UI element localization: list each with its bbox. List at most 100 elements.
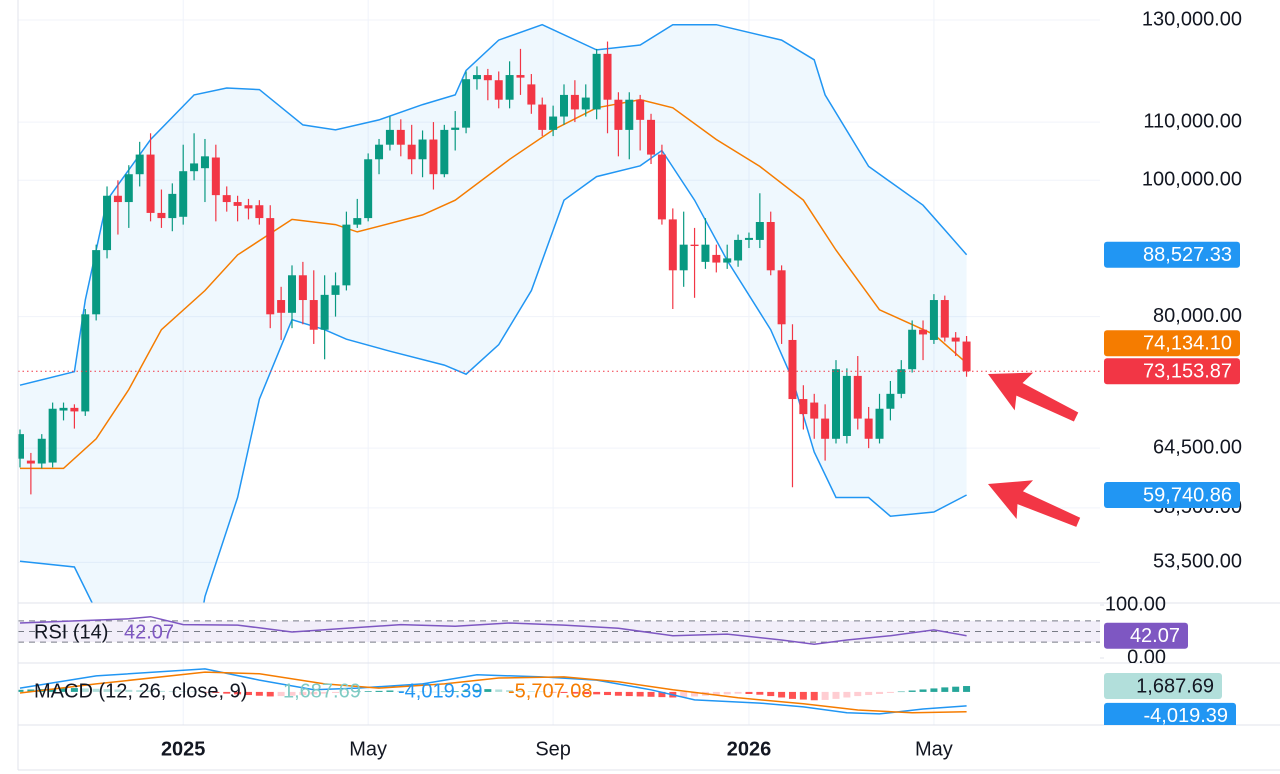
histogram-bar — [647, 691, 655, 697]
candle-body — [472, 75, 481, 80]
histogram-bar — [821, 691, 829, 700]
candle-body — [288, 275, 296, 313]
candle-body — [298, 275, 307, 301]
candle-body — [440, 129, 449, 175]
histogram-bar — [408, 691, 416, 692]
histogram-bar — [49, 688, 57, 692]
histogram-bar — [277, 691, 285, 697]
y-tick-label: 53,500.00 — [1153, 551, 1242, 573]
histogram-bar — [712, 691, 720, 696]
y-tick-label: 100,000.00 — [1142, 169, 1242, 191]
candle-body — [190, 163, 199, 172]
price-axis: 130,000.00 110,000.00 100,000.00 80,000.00 6… — [1104, 8, 1242, 573]
candle-body — [864, 418, 873, 439]
histogram-bar — [495, 689, 503, 692]
candle-body — [832, 369, 840, 439]
candle-body — [505, 75, 514, 100]
candle-body — [592, 53, 601, 110]
price-badge-label: 73,153.87 — [1143, 361, 1232, 383]
candle-body — [940, 300, 949, 338]
candle-body — [701, 244, 710, 262]
histogram-bar — [560, 691, 568, 693]
histogram-bar — [321, 691, 329, 694]
candle-body — [244, 205, 253, 209]
annotation-arrow — [988, 372, 1079, 422]
histogram-bar — [125, 689, 133, 692]
histogram-bar — [876, 691, 884, 694]
price-badge-label: 59,740.86 — [1143, 484, 1232, 506]
candle-body — [48, 408, 57, 463]
band-fill — [20, 24, 967, 603]
price-badge-label: 1,687.69 — [1136, 675, 1214, 697]
histogram-bar — [625, 691, 633, 697]
histogram-bar — [952, 686, 960, 692]
price-badge — [1104, 241, 1240, 268]
candle-body — [668, 219, 677, 271]
histogram-bar — [375, 690, 383, 692]
candle-body — [962, 341, 971, 372]
candle-body — [320, 294, 329, 330]
histogram-bar — [788, 691, 796, 699]
candle-body — [494, 80, 503, 100]
histogram-bar — [963, 686, 971, 692]
candle-body — [712, 254, 721, 263]
candle-body — [429, 139, 438, 175]
band-line — [19, 149, 967, 603]
histogram-bar — [440, 691, 448, 693]
candle-body — [135, 154, 144, 175]
histogram-bar — [212, 691, 220, 693]
candle-body — [919, 329, 928, 335]
histogram-bar — [919, 689, 927, 692]
candle-body — [157, 212, 166, 219]
y-tick-label: 110,000.00 — [1143, 110, 1242, 132]
candle-body — [657, 154, 666, 220]
candle-body — [527, 84, 536, 105]
candle-body — [570, 94, 579, 110]
histogram-bar — [799, 691, 807, 700]
histogram-bar — [723, 691, 731, 695]
legends: RSI (14) 42.07 MACD (12, 26, close, 9) 1… — [34, 621, 593, 702]
histogram-bar — [353, 691, 361, 693]
candle-body — [875, 408, 884, 439]
candle-body — [18, 434, 24, 459]
candle-body — [364, 159, 373, 219]
histogram-bar — [92, 688, 100, 692]
y-tick-label: 100.00 — [1105, 593, 1166, 615]
y-tick-label: 0.00 — [1127, 646, 1166, 668]
histogram-bar — [168, 691, 176, 692]
candle-body — [451, 127, 460, 130]
histogram-bar — [832, 691, 840, 699]
histogram-bar — [930, 688, 938, 692]
candle-body — [92, 250, 101, 315]
price-badge-label: -4,019.39 — [1143, 705, 1228, 727]
price-badge-label: 42.07 — [1130, 625, 1180, 647]
histogram-bar — [571, 691, 579, 694]
histogram-bar — [843, 691, 851, 698]
histogram-bar — [244, 691, 252, 696]
histogram-bar — [604, 691, 612, 696]
histogram-bar — [114, 689, 122, 692]
candle-body — [233, 202, 242, 206]
candle-body — [734, 239, 743, 261]
candle-body — [886, 393, 895, 409]
macd-pane — [18, 668, 971, 715]
histogram-bar — [636, 691, 644, 697]
candle-body — [255, 205, 264, 219]
candle-body — [723, 258, 732, 263]
histogram-bar — [179, 691, 187, 692]
candle-body — [309, 300, 318, 330]
candle-body — [929, 300, 938, 340]
histogram-bar — [484, 689, 492, 692]
candle-body — [690, 244, 699, 247]
candle-body — [908, 329, 917, 370]
candle-body — [385, 129, 394, 145]
histogram-bar — [397, 690, 405, 692]
candle-body — [124, 174, 133, 203]
histogram-bar — [745, 691, 753, 694]
candle-body — [418, 139, 427, 160]
price-badge — [1104, 481, 1240, 508]
macd-line — [19, 668, 967, 715]
candle-body — [842, 375, 851, 436]
candle-body — [821, 418, 830, 439]
histogram-bar — [865, 691, 873, 696]
